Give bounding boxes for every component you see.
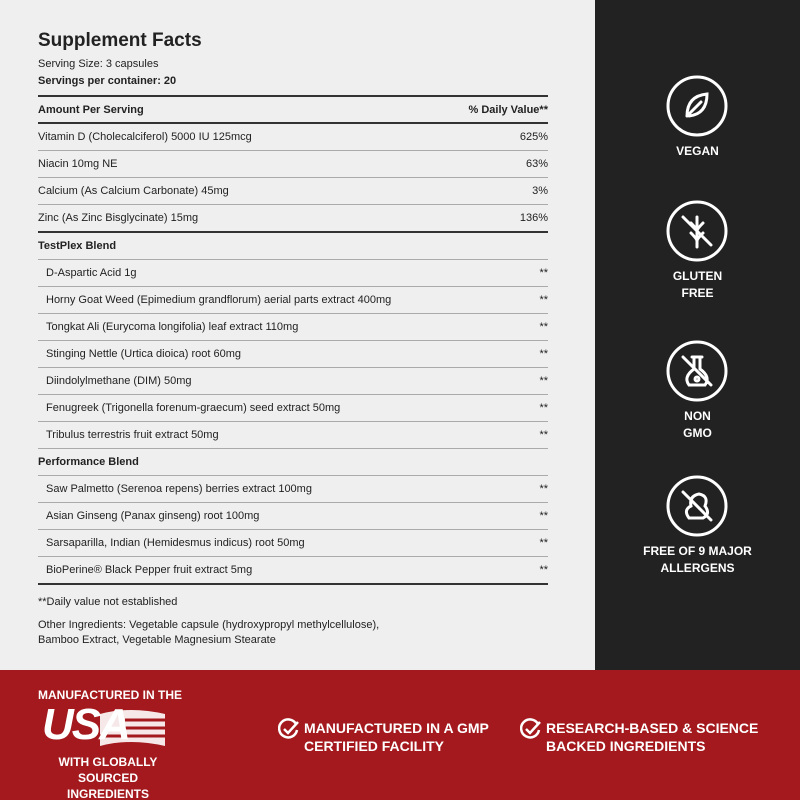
footnote: **Daily value not established <box>38 596 178 608</box>
origin-bottom: WITH GLOBALLY SOURCED INGREDIENTS <box>38 754 178 800</box>
badge-label: FREE OF 9 MAJOR ALLERGENS <box>595 543 800 577</box>
badge-icon <box>666 200 728 262</box>
banner: MANUFACTURED IN THE USA WITH GLOBALLY SO… <box>0 670 800 800</box>
table-row: Vitamin D (Cholecalciferol) 5000 IU 125m… <box>38 124 548 151</box>
row-label: Stinging Nettle (Urtica dioica) root 60m… <box>46 348 242 360</box>
check-icon <box>520 718 541 739</box>
row-label: Niacin 10mg NE <box>38 158 118 170</box>
row-label: Horny Goat Weed (Epimedium grandflorum) … <box>46 294 392 306</box>
other-ingredients: Bamboo Extract, Vegetable Magnesium Stea… <box>38 634 276 646</box>
badge-line: VEGAN <box>676 144 719 158</box>
other-ingredients: Other Ingredients: Vegetable capsule (hy… <box>38 619 380 631</box>
title: Supplement Facts <box>38 30 202 51</box>
badge-panel: VEGAN GLUTEN FREE NON GMO FREE OF 9 MAJOR ALLE… <box>595 0 800 670</box>
table-row: Stinging Nettle (Urtica dioica) root 60m… <box>38 341 548 368</box>
origin-line: SOURCED INGREDIENTS <box>66 771 149 800</box>
row-label: Saw Palmetto (Serenoa repens) berries ex… <box>46 483 312 495</box>
serving-size: Serving Size: 3 capsules <box>38 58 159 70</box>
claim: RESEARCH-BASED & SCIENCE BACKED INGREDIEN… <box>546 719 758 755</box>
badge-icon <box>666 475 728 537</box>
row-label: Calcium (As Calcium Carbonate) 45mg <box>38 185 229 197</box>
notes: **Daily value not established Other Ingre… <box>38 595 548 648</box>
table-row: Tongkat Ali (Eurycoma longifolia) leaf e… <box>38 314 548 341</box>
table-row: Horny Goat Weed (Epimedium grandflorum) … <box>38 287 548 314</box>
row-label: Tribulus terrestris fruit extract 50mg <box>46 429 219 441</box>
table-row: BioPerine® Black Pepper fruit extract 5m… <box>38 557 548 585</box>
check-icon <box>278 718 299 739</box>
badge-label: VEGAN <box>595 143 800 160</box>
claim-line: RESEARCH-BASED & SCIENCE <box>546 720 759 736</box>
origin-top: MANUFACTURED IN THE <box>38 688 182 702</box>
row-label: Diindolylmethane (DIM) 50mg <box>46 375 192 387</box>
facts-table: Amount Per Serving % Daily Value** Vitamin… <box>38 95 548 648</box>
row-value: ** <box>539 348 548 360</box>
row-label: Sarsaparilla, Indian (Hemidesmus indicus… <box>46 537 305 549</box>
row-value: ** <box>539 564 548 576</box>
row-label: Zinc (As Zinc Bisglycinate) 15mg <box>38 212 199 224</box>
row-label: TestPlex Blend <box>38 240 117 252</box>
table-row: Saw Palmetto (Serenoa repens) berries ex… <box>38 476 548 503</box>
claim-line: MANUFACTURED IN A GMP <box>304 720 489 736</box>
row-value: ** <box>539 429 548 441</box>
badge-line: FREE OF 9 MAJOR <box>643 544 752 558</box>
badge-line: NON <box>684 409 711 423</box>
table-row: Zinc (As Zinc Bisglycinate) 15mg 136% <box>38 205 548 233</box>
row-value: 136% <box>519 212 548 224</box>
claim-line: CERTIFIED FACILITY <box>304 738 444 754</box>
row-label: Performance Blend <box>38 456 139 468</box>
row-value: ** <box>539 537 548 549</box>
table-row: Asian Ginseng (Panax ginseng) root 100mg… <box>38 503 548 530</box>
badge-line: ALLERGENS <box>660 561 735 575</box>
flag-icon <box>100 710 165 746</box>
table-row: Amount Per Serving % Daily Value** <box>38 97 548 124</box>
table-row: Fenugreek (Trigonella forenum-graecum) s… <box>38 395 548 422</box>
row-label: D-Aspartic Acid 1g <box>46 267 137 279</box>
table-row: Calcium (As Calcium Carbonate) 45mg 3% <box>38 178 548 205</box>
row-label: Asian Ginseng (Panax ginseng) root 100mg <box>46 510 260 522</box>
row-value: ** <box>539 321 548 333</box>
table-row: Performance Blend <box>38 449 548 476</box>
badge-icon <box>666 75 728 137</box>
usa-logo: USA <box>42 700 131 749</box>
table-row: Tribulus terrestris fruit extract 50mg ** <box>38 422 548 449</box>
table-row: Sarsaparilla, Indian (Hemidesmus indicus… <box>38 530 548 557</box>
row-label: Amount Per Serving <box>38 103 144 116</box>
badge-label: NON GMO <box>595 408 800 442</box>
row-value: 3% <box>532 185 548 197</box>
badge-icon <box>666 340 728 402</box>
row-label: BioPerine® Black Pepper fruit extract 5m… <box>46 564 253 576</box>
table-row: D-Aspartic Acid 1g ** <box>38 260 548 287</box>
row-value: ** <box>539 267 548 279</box>
origin-line: WITH GLOBALLY <box>58 755 158 769</box>
badge-line: GLUTEN <box>672 269 723 283</box>
table-row: Niacin 10mg NE 63% <box>38 151 548 178</box>
row-label: Fenugreek (Trigonella forenum-graecum) s… <box>46 402 341 414</box>
table-row: Diindolylmethane (DIM) 50mg ** <box>38 368 548 395</box>
row-value: ** <box>539 510 548 522</box>
claim: MANUFACTURED IN A GMP CERTIFIED FACILITY <box>304 719 489 755</box>
row-value: ** <box>539 483 548 495</box>
row-value: ** <box>539 402 548 414</box>
row-value: % Daily Value** <box>468 103 549 116</box>
table-row: TestPlex Blend <box>38 233 548 260</box>
badge-line: GMO <box>683 426 712 440</box>
row-value: 625% <box>519 131 548 143</box>
row-label: Vitamin D (Cholecalciferol) 5000 IU 125m… <box>38 131 252 143</box>
badge-label: GLUTEN FREE <box>595 268 800 302</box>
row-value: ** <box>539 375 548 387</box>
row-value: 63% <box>525 158 548 170</box>
servings-per-container: Servings per container: 20 <box>38 75 177 87</box>
claim-line: BACKED INGREDIENTS <box>546 738 706 754</box>
row-value: ** <box>539 294 548 306</box>
row-label: Tongkat Ali (Eurycoma longifolia) leaf e… <box>46 321 299 333</box>
badge-line: FREE <box>681 286 714 300</box>
